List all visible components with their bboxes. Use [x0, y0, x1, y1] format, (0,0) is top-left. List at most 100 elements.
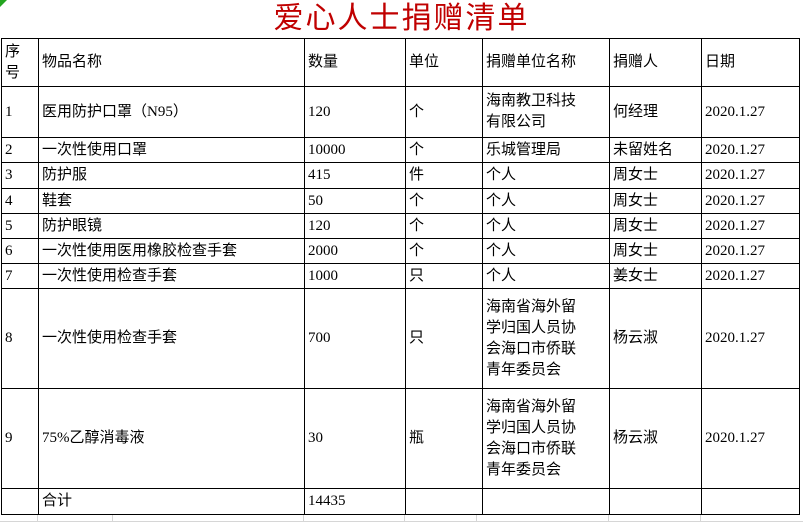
cell-donor-name[interactable]: [609, 488, 702, 515]
cell-index[interactable]: 1: [1, 86, 39, 138]
cell-donor-name[interactable]: 杨云淑: [609, 388, 702, 489]
gridline-vertical: [37, 515, 38, 521]
cell-donor-org[interactable]: 个人: [482, 263, 610, 289]
cell-index[interactable]: 3: [1, 162, 39, 189]
cell-unit[interactable]: [405, 488, 483, 515]
table-row: 2 一次性使用口罩 10000 个乐城管理局 未留姓名 2020.1.27: [1, 137, 800, 163]
cell-unit[interactable]: 个: [405, 188, 483, 214]
cell-date[interactable]: 2020.1.27: [701, 263, 800, 289]
cell-donor-name[interactable]: 杨云淑: [609, 288, 702, 389]
table-row: 4 鞋套 50 个个人 周女士 2020.1.27: [1, 188, 800, 214]
cell-donor-org[interactable]: 乐城管理局: [482, 137, 610, 163]
cell-date[interactable]: 2020.1.27: [701, 213, 800, 239]
cell-item-name[interactable]: 防护服: [38, 162, 305, 189]
cell-date[interactable]: 2020.1.27: [701, 86, 800, 138]
cell-date[interactable]: 2020.1.27: [701, 188, 800, 214]
donation-table: 序 号物品名称 数量 单位 捐赠单位名称 捐赠人 日期 1 医用防护口罩（N95） 120 个海南…: [1, 38, 800, 515]
gridline-vertical: [700, 515, 701, 521]
cell-item-name[interactable]: 一次性使用检查手套: [38, 263, 305, 289]
cell-quantity[interactable]: 700: [304, 288, 406, 389]
table-row: 8 一次性使用检查手套 700 只海南省海外留 学归国人员协 会海口市侨联 青年委员会…: [1, 288, 800, 389]
cell-donor-org[interactable]: 海南省海外留 学归国人员协 会海口市侨联 青年委员会: [482, 388, 610, 489]
cell-item-name[interactable]: 一次性使用医用橡胶检查手套: [38, 238, 305, 264]
cell-donor-org[interactable]: 海南省海外留 学归国人员协 会海口市侨联 青年委员会: [482, 288, 610, 389]
cell-donor-org[interactable]: 海南教卫科技 有限公司: [482, 86, 610, 138]
table-row: 3 防护服 415 件个人 周女士 2020.1.27: [1, 162, 800, 189]
header-quantity[interactable]: 数量: [304, 38, 406, 87]
cell-unit[interactable]: 瓶: [405, 388, 483, 489]
cell-item-name[interactable]: 鞋套: [38, 188, 305, 214]
gridline-vertical: [303, 515, 304, 521]
cell-quantity[interactable]: 10000: [304, 137, 406, 163]
cell-donor-org[interactable]: [482, 488, 610, 515]
cell-donor-org[interactable]: 个人: [482, 238, 610, 264]
gridline-vertical: [608, 515, 609, 521]
cell-quantity[interactable]: 1000: [304, 263, 406, 289]
gridline-vertical: [404, 515, 405, 521]
title-area: 爱心人士捐赠清单: [0, 0, 803, 38]
cell-item-name[interactable]: 防护眼镜: [38, 213, 305, 239]
header-row: 序 号物品名称 数量 单位 捐赠单位名称 捐赠人 日期: [1, 38, 800, 87]
header-donor-org[interactable]: 捐赠单位名称: [482, 38, 610, 87]
cell-item-name[interactable]: 合计: [38, 488, 305, 515]
cell-unit[interactable]: 只: [405, 263, 483, 289]
cell-date[interactable]: 2020.1.27: [701, 162, 800, 189]
gridline-horizontal: [0, 521, 803, 522]
cell-donor-name[interactable]: 姜女士: [609, 263, 702, 289]
cell-item-name[interactable]: 一次性使用口罩: [38, 137, 305, 163]
table-row: 5 防护眼镜 120 个个人 周女士 2020.1.27: [1, 213, 800, 239]
cell-donor-org[interactable]: 个人: [482, 213, 610, 239]
table-row: 1 医用防护口罩（N95） 120 个海南教卫科技 有限公司 何经理 2020.1.27: [1, 86, 800, 138]
cell-date[interactable]: 2020.1.27: [701, 388, 800, 489]
cell-quantity[interactable]: 2000: [304, 238, 406, 264]
header-item-name[interactable]: 物品名称: [38, 38, 305, 87]
cell-quantity[interactable]: 415: [304, 162, 406, 189]
cell-quantity[interactable]: 50: [304, 188, 406, 214]
cell-date[interactable]: 2020.1.27: [701, 137, 800, 163]
cell-quantity[interactable]: 120: [304, 213, 406, 239]
cell-index[interactable]: 6: [1, 238, 39, 264]
cell-donor-name[interactable]: 周女士: [609, 213, 702, 239]
gridline-vertical: [112, 515, 113, 521]
cell-index[interactable]: 5: [1, 213, 39, 239]
header-donor-name[interactable]: 捐赠人: [609, 38, 702, 87]
cell-donor-name[interactable]: 周女士: [609, 162, 702, 189]
cell-unit[interactable]: 个: [405, 238, 483, 264]
cell-quantity[interactable]: 14435: [304, 488, 406, 515]
table-row: 7 一次性使用检查手套 1000 只个人 姜女士 2020.1.27: [1, 263, 800, 289]
cell-unit[interactable]: 件: [405, 162, 483, 189]
page-title[interactable]: 爱心人士捐赠清单: [273, 2, 530, 35]
cell-index[interactable]: 9: [1, 388, 39, 489]
header-date[interactable]: 日期: [701, 38, 800, 87]
cell-donor-name[interactable]: 未留姓名: [609, 137, 702, 163]
cell-unit[interactable]: 个: [405, 86, 483, 138]
cell-date[interactable]: 2020.1.27: [701, 238, 800, 264]
cell-date[interactable]: [701, 488, 800, 515]
cell-index[interactable]: 8: [1, 288, 39, 389]
cell-index[interactable]: [1, 488, 39, 515]
cell-quantity[interactable]: 30: [304, 388, 406, 489]
cell-unit[interactable]: 只: [405, 288, 483, 389]
gridline-vertical: [476, 515, 477, 521]
cell-donor-org[interactable]: 个人: [482, 188, 610, 214]
total-row: 合计 14435: [1, 488, 800, 515]
cell-unit[interactable]: 个: [405, 137, 483, 163]
cell-item-name[interactable]: 75%乙醇消毒液: [38, 388, 305, 489]
cell-donor-name[interactable]: 周女士: [609, 188, 702, 214]
cell-date[interactable]: 2020.1.27: [701, 288, 800, 389]
cell-item-name[interactable]: 医用防护口罩（N95）: [38, 86, 305, 138]
cell-index[interactable]: 4: [1, 188, 39, 214]
cell-error-marker-icon: [0, 0, 7, 7]
cell-item-name[interactable]: 一次性使用检查手套: [38, 288, 305, 389]
cell-index[interactable]: 7: [1, 263, 39, 289]
cell-donor-name[interactable]: 何经理: [609, 86, 702, 138]
header-unit[interactable]: 单位: [405, 38, 483, 87]
cell-index[interactable]: 2: [1, 137, 39, 163]
cell-donor-org[interactable]: 个人: [482, 162, 610, 189]
table-row: 9 75%乙醇消毒液 30 瓶海南省海外留 学归国人员协 会海口市侨联 青年委员会 杨云…: [1, 388, 800, 489]
cell-unit[interactable]: 个: [405, 213, 483, 239]
table-row: 6 一次性使用医用橡胶检查手套 2000 个个人 周女士 2020.1.27: [1, 238, 800, 264]
cell-donor-name[interactable]: 周女士: [609, 238, 702, 264]
header-index[interactable]: 序 号: [1, 38, 39, 87]
cell-quantity[interactable]: 120: [304, 86, 406, 138]
